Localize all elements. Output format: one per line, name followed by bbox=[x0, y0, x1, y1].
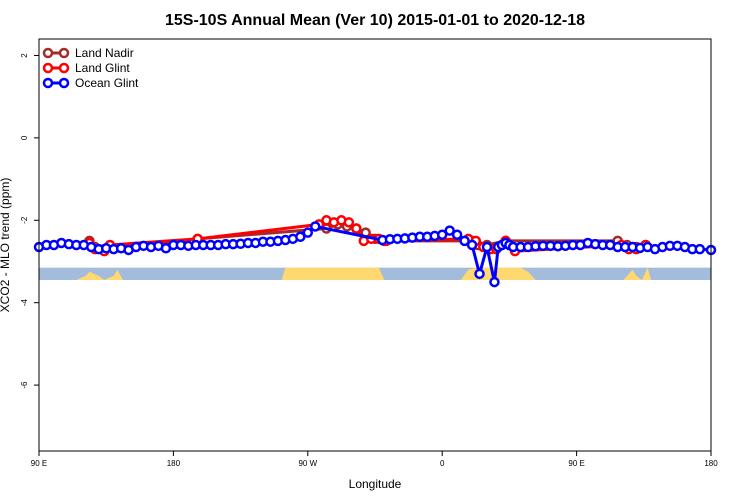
data-point bbox=[295, 231, 306, 243]
chart-title: 15S-10S Annual Mean (Ver 10) 2015-01-01 … bbox=[165, 12, 585, 29]
plot-frame bbox=[38, 38, 712, 452]
data-point bbox=[466, 239, 478, 251]
data-point bbox=[451, 229, 463, 240]
x-axis: 90 E 180 90 W 0 90 E 180 bbox=[31, 451, 718, 468]
legend-marker bbox=[42, 47, 54, 59]
data-point bbox=[489, 276, 500, 288]
data-point bbox=[694, 243, 706, 255]
data-point bbox=[302, 227, 314, 238]
legend-item-land-glint: Land Glint bbox=[42, 61, 130, 75]
land-segment-3 bbox=[623, 267, 652, 281]
y-axis-label: XCO2 - MLO trend (ppm) bbox=[0, 178, 12, 313]
y-tick-label: -6 bbox=[20, 381, 29, 389]
data-point bbox=[310, 221, 321, 232]
legend-marker bbox=[58, 62, 70, 74]
x-tick-label: 180 bbox=[704, 459, 718, 468]
legend-label: Land Glint bbox=[75, 61, 130, 75]
x-tick-label: 90 E bbox=[31, 459, 47, 468]
legend-marker bbox=[42, 77, 54, 89]
legend-marker bbox=[58, 47, 70, 59]
data-point bbox=[436, 229, 448, 240]
data-point bbox=[474, 268, 485, 280]
x-tick-label: 180 bbox=[167, 459, 181, 468]
data-point bbox=[343, 217, 355, 228]
y-tick-label: 2 bbox=[20, 53, 29, 58]
y-tick-label: -2 bbox=[20, 216, 29, 224]
data-point bbox=[351, 223, 362, 234]
y-tick-label: 0 bbox=[20, 135, 29, 140]
x-axis-label: Longitude bbox=[349, 477, 402, 491]
legend-item-ocean-glint: Ocean Glint bbox=[42, 76, 139, 90]
legend-label: Ocean Glint bbox=[75, 76, 139, 90]
data-point bbox=[444, 225, 455, 236]
data-point bbox=[481, 241, 493, 253]
x-tick-label: 90 E bbox=[568, 459, 584, 468]
legend-marker bbox=[58, 77, 70, 89]
legend-item-land-nadir: Land Nadir bbox=[42, 46, 134, 60]
legend-marker bbox=[42, 62, 54, 74]
x-tick-label: 90 W bbox=[298, 459, 317, 468]
y-tick-label: -4 bbox=[20, 299, 29, 307]
y-axis: 2 0 -2 -4 -6 bbox=[20, 53, 39, 389]
land-segment-1 bbox=[281, 267, 385, 281]
data-point bbox=[459, 235, 470, 247]
x-tick-label: 0 bbox=[440, 459, 445, 468]
plot-area bbox=[33, 38, 717, 452]
land-ocean-mask bbox=[39, 267, 711, 281]
land-segment-0 bbox=[76, 269, 123, 281]
legend-label: Land Nadir bbox=[75, 46, 134, 60]
